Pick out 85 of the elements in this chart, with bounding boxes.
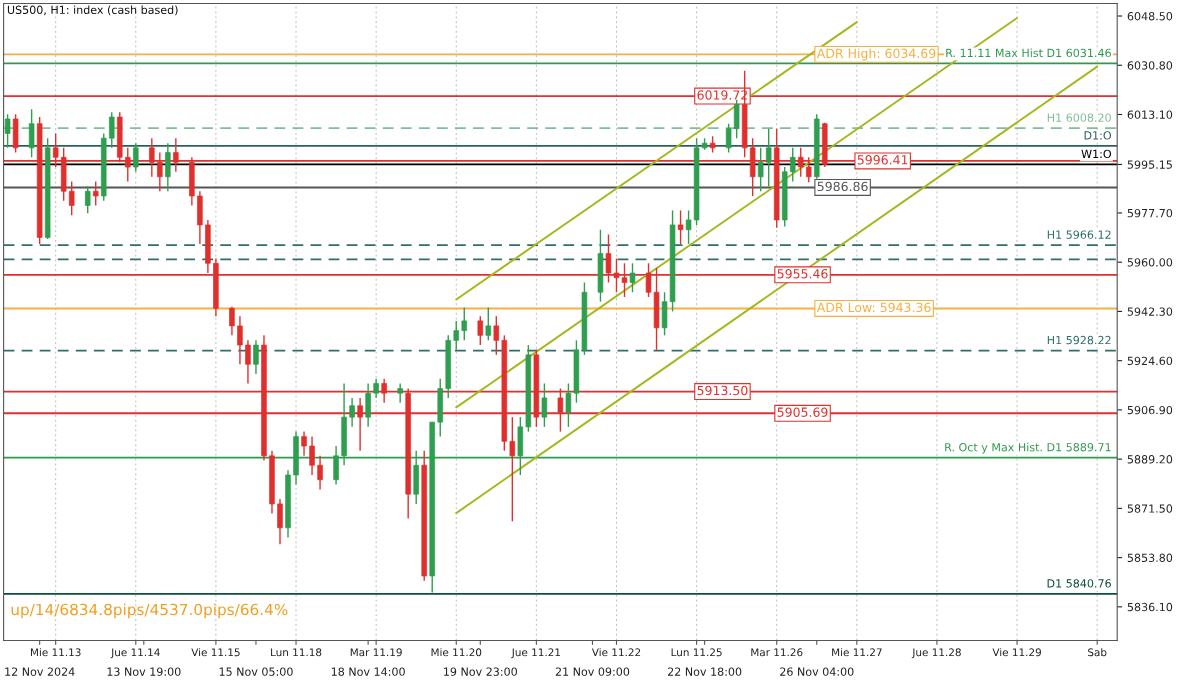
candlestick [565, 382, 572, 428]
candlestick [84, 185, 91, 214]
x-tick-label: 12 Nov 2024 [5, 667, 75, 676]
ref-line-label: D1:O [1084, 131, 1112, 140]
annotation: 5955.46 [777, 268, 828, 279]
y-tick-label: 5995.15 [1127, 160, 1172, 169]
candlestick [453, 320, 459, 351]
x-tick-label: 21 Nov 09:00 [555, 667, 630, 676]
candlestick [237, 315, 243, 365]
x-tick-label: Mar 11.19 [350, 648, 402, 657]
candlestick [461, 306, 468, 342]
candlestick [509, 416, 516, 522]
ref-line-label: H1 6008.20 [1047, 113, 1111, 122]
candlestick [789, 147, 796, 183]
x-tick-label: Mie 11.13 [30, 648, 81, 657]
x-tick-label: 18 Nov 14:00 [331, 667, 405, 676]
y-tick-label: 6013.10 [1127, 110, 1173, 119]
y-tick-label: 5960.00 [1127, 258, 1173, 267]
y-tick-label: 5871.50 [1127, 504, 1173, 513]
y-tick-label: 5924.60 [1127, 356, 1173, 366]
candlestick [92, 180, 99, 207]
x-tick-label: Mie 11.27 [832, 648, 882, 657]
candlestick [277, 498, 283, 545]
candlestick [725, 122, 732, 154]
annotation: ADR High: 6034.69 [816, 48, 936, 61]
annotation: 5905.69 [777, 407, 828, 417]
y-tick-label: 5977.70 [1127, 208, 1173, 218]
ref-line-label: D1 5840.76 [1047, 579, 1111, 588]
y-tick-label: 5906.90 [1127, 405, 1173, 415]
candlestick [757, 147, 764, 192]
candlestick [485, 306, 492, 342]
candlestick [349, 397, 355, 428]
ref-line-label: H1 5966.12 [1047, 230, 1111, 239]
x-tick-label: 19 Nov 23:00 [444, 667, 517, 676]
x-tick-label: Jue 11.14 [110, 648, 160, 659]
candlestick [245, 339, 251, 385]
x-tick-label: 15 Nov 05:00 [219, 667, 293, 676]
candlestick [765, 127, 772, 187]
candlestick [541, 382, 548, 428]
candlestick [397, 382, 403, 404]
candlestick [629, 262, 636, 293]
ref-line-label: R. Oct y Max Hist. D1 5889.71 [945, 442, 1111, 454]
annotation: 5996.41 [857, 155, 908, 165]
candlestick [477, 315, 484, 346]
chart-title: US500, H1: index (cash based) [7, 5, 178, 16]
annotation: 5986.86 [817, 181, 868, 192]
annotation: up/14/6834.8pips/4537.0pips/66.4% [11, 603, 288, 619]
y-tick-label: 6030.80 [1127, 61, 1173, 70]
candlestick [301, 430, 307, 457]
x-tick-label: Lun 11.25 [671, 648, 722, 657]
x-tick-label: Vie 11.29 [992, 648, 1041, 657]
x-tick-label: 26 Nov 04:00 [780, 667, 854, 676]
x-tick-label: Vie 11.22 [591, 648, 641, 657]
candlestick [685, 209, 692, 245]
y-tick-label: 5836.10 [1127, 602, 1173, 612]
y-tick-label: 5889.20 [1127, 455, 1173, 464]
candlestick [373, 378, 379, 399]
x-tick-label: Jue 11.28 [911, 648, 961, 659]
x-tick-label: 22 Nov 18:00 [667, 667, 742, 676]
ref-line-label: H1 5928.22 [1047, 335, 1111, 345]
y-tick-label: 5942.30 [1127, 307, 1173, 316]
x-tick-label: Mie 11.20 [431, 648, 482, 657]
y-tick-label: 5853.80 [1127, 553, 1173, 562]
x-tick-label: Vie 11.15 [191, 648, 240, 657]
candlestick [677, 209, 684, 245]
x-tick-label: Mar 11.26 [751, 648, 803, 657]
annotation: ADR Low: 5943.36 [816, 302, 931, 313]
x-tick-label: 13 Nov 19:00 [107, 667, 181, 676]
candlestick [365, 382, 371, 428]
x-tick-label: Jue 11.21 [511, 648, 561, 659]
ref-line-label: W1:O [1081, 149, 1112, 159]
candlestick [133, 142, 139, 173]
candlestick [253, 339, 259, 375]
candlestick [229, 306, 235, 337]
candlestick [4, 113, 11, 149]
y-tick-label: 6048.50 [1127, 11, 1173, 21]
ref-line-label: R. 11.11 Max Hist D1 6031.46 [946, 48, 1111, 58]
candlestick [493, 315, 500, 356]
candlestick [317, 455, 323, 491]
annotation: 5913.50 [697, 385, 748, 396]
candlestick [309, 435, 315, 476]
x-tick-label: Sab [1088, 648, 1107, 657]
candlestick [68, 180, 75, 216]
x-tick-label: Lun 11.18 [271, 648, 322, 657]
candlestick [109, 111, 115, 149]
